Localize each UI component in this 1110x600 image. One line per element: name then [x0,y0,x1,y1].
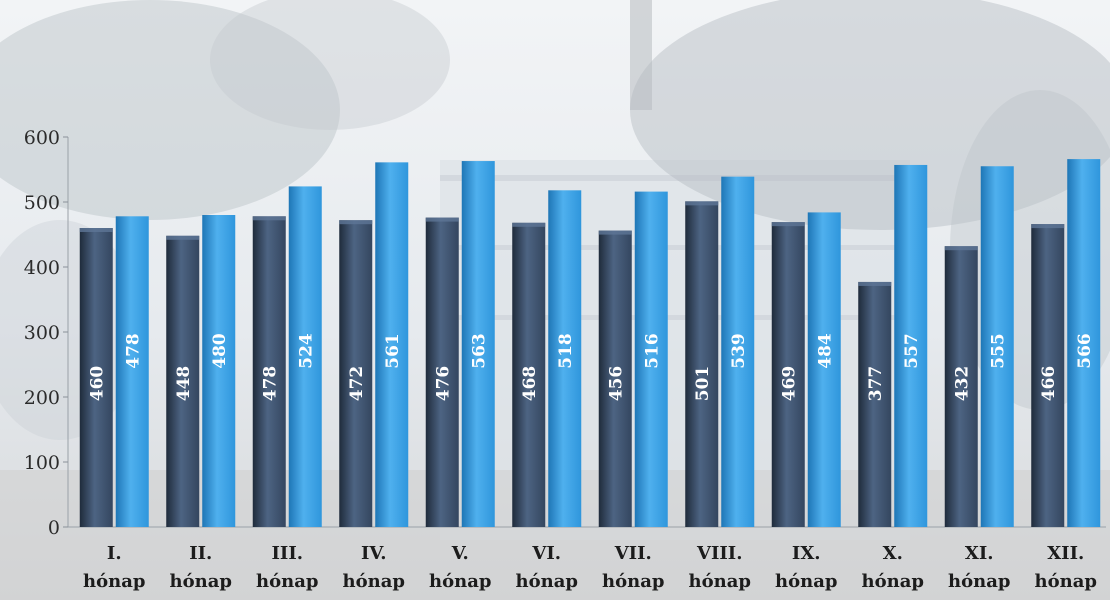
bar-series-2-4 [375,162,409,527]
data-label-series-1-5: 476 [433,366,453,402]
data-label-series-1-2: 448 [174,366,194,402]
x-category-label-line2: hónap [83,571,145,592]
x-category-label-line2: hónap [689,571,751,592]
x-category-label-line2: hónap [170,571,232,592]
bar-series-1-9 [771,222,805,527]
y-tick-label: 200 [24,387,60,409]
bar-series-2-5 [461,161,495,528]
x-category-label-line1: I. [107,543,122,564]
x-category-label-line1: V. [451,543,469,564]
y-tick-label: 100 [24,452,60,474]
data-label-series-1-11: 432 [952,366,972,402]
data-label-series-2-8: 539 [729,333,749,369]
data-label-series-1-10: 377 [866,366,886,402]
y-tick-label: 600 [24,127,60,149]
data-label-series-1-12: 466 [1039,366,1059,402]
y-tick-label: 400 [24,257,60,279]
x-category-label-line2: hónap [343,571,405,592]
data-label-series-2-2: 480 [210,333,230,369]
bar-series-1-3 [252,216,286,528]
y-tick-label: 500 [24,192,60,214]
bar-series-1-11 [944,246,978,527]
data-label-series-2-3: 524 [296,333,316,369]
bar-cap [771,222,805,227]
x-category-label-line2: hónap [948,571,1010,592]
x-category-label-line1: IX. [792,543,821,564]
bar-series-1-10 [858,281,892,527]
bar-series-2-11 [980,166,1014,527]
bar-cap [944,246,978,251]
bar-cap [79,228,113,232]
x-category-label-line1: VII. [614,543,652,564]
data-label-series-2-4: 561 [383,333,403,369]
bar-series-2-8 [721,176,755,527]
bar-series-1-4 [339,220,373,527]
data-label-series-1-6: 468 [520,366,540,402]
bar-cap [339,220,373,225]
x-category-label-line2: hónap [256,571,318,592]
bar-cap [252,216,286,221]
bar-series-1-1 [79,228,113,527]
bar-cap [166,235,200,240]
x-category-label-line2: hónap [602,571,664,592]
data-label-series-1-8: 501 [693,366,713,402]
data-label-series-1-3: 478 [260,366,280,402]
data-label-series-2-12: 566 [1075,333,1095,369]
bar-series-2-1 [115,216,149,528]
data-label-series-2-11: 555 [988,333,1008,369]
bar-cap [685,201,719,206]
data-label-series-2-7: 516 [642,333,662,369]
bar-cap [858,281,892,286]
bar-cap [598,230,632,235]
x-category-label-line1: III. [271,543,303,564]
data-label-series-2-9: 484 [815,333,835,369]
x-category-label-line2: hónap [775,571,837,592]
bar-series-1-8 [685,201,719,527]
bar-cap [1031,224,1065,229]
bar-series-2-12 [1067,159,1101,527]
bar-cap [512,222,546,227]
bar-series-1-5 [425,217,459,527]
data-label-series-1-1: 460 [87,366,107,402]
x-category-label-line2: hónap [429,571,491,592]
x-category-label-line1: XI. [965,543,994,564]
data-label-series-2-5: 563 [469,333,489,369]
x-category-label-line2: hónap [1035,571,1097,592]
bar-series-2-6 [548,190,582,528]
x-category-label-line1: XII. [1047,543,1084,564]
bar-series-2-7 [634,191,668,527]
x-category-label-line2: hónap [862,571,924,592]
data-label-series-1-4: 472 [347,366,367,402]
x-category-label-line2: hónap [516,571,578,592]
bar-series-1-6 [512,222,546,528]
x-category-label-line1: VI. [531,543,561,564]
y-tick-label: 0 [48,517,60,539]
data-label-series-2-1: 478 [123,333,143,369]
bar-series-1-12 [1031,224,1065,527]
data-label-series-2-6: 518 [556,333,576,369]
x-category-label-line1: II. [189,543,212,564]
bar-series-2-10 [894,164,928,527]
y-tick-label: 300 [24,322,60,344]
bar-series-2-9 [807,212,841,527]
bar-series-2-3 [288,186,322,527]
data-label-series-1-7: 456 [606,366,626,402]
data-label-series-2-10: 557 [902,333,922,369]
x-category-label-line1: VIII. [696,543,743,564]
bar-cap [425,217,459,222]
bar-series-1-2 [166,235,200,528]
bar-series-2-2 [202,215,236,527]
x-category-label-line1: X. [883,543,903,564]
x-category-label-line1: IV. [361,543,387,564]
data-label-series-1-9: 469 [779,366,799,402]
bar-series-1-7 [598,230,632,527]
